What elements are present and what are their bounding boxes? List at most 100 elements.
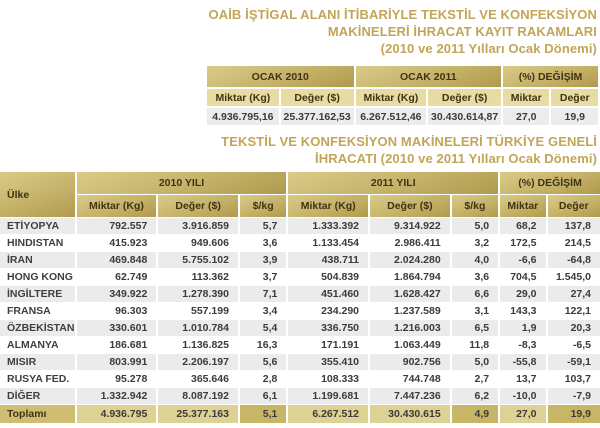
country-group-header-row: Ülke 2010 YILI 2011 YILI (%) DEĞİŞİM: [0, 172, 600, 217]
cell-value: 365.646: [158, 371, 238, 387]
table-row: İNGİLTERE 349.922 1.278.390 7,1 451.460 …: [0, 286, 600, 302]
title-subtitle: (2010 ve 2011 Yılları Ocak Dönemi): [380, 41, 597, 56]
table-row: MISIR 803.991 2.206.197 5,6 355.410 902.…: [0, 354, 600, 370]
cell-value: 62.749: [76, 269, 157, 285]
summary-value-row: 4.936.795,16 25.377.162,53 6.267.512,46 …: [207, 108, 598, 125]
cell-value: -7,9: [547, 388, 600, 404]
cell-value: 96.303: [76, 303, 157, 319]
cell-value: 5,7: [239, 218, 287, 234]
cell-value: -8,3: [500, 337, 546, 353]
cell-value: 3,9: [239, 252, 287, 268]
country-cell: HONG KONG: [0, 269, 75, 285]
group-header-2010-yili: 2010 YILI: [76, 172, 287, 194]
sub-header-miktar-2011: Miktar (Kg): [355, 89, 427, 106]
summary-group-header-row: OCAK 2010 OCAK 2011 (%) DEĞİŞİM: [207, 66, 598, 87]
cell-value: 137,8: [547, 218, 600, 234]
group-header-2011-yili: 2011 YILI: [288, 172, 499, 194]
cell-value: 122,1: [547, 303, 600, 319]
cell-value: 1.332.942: [76, 388, 157, 404]
cell-value: 5,4: [239, 320, 287, 336]
cell-value: 1.133.454: [288, 235, 369, 251]
summary-deger-degisim: 19,9: [551, 108, 598, 125]
cell-value: 1.136.825: [158, 337, 238, 353]
group-header-degisim: (%) DEĞİŞİM: [500, 172, 600, 194]
cell-value: 6,2: [451, 388, 499, 404]
cell-value: 16,3: [239, 337, 287, 353]
cell-value: 949.606: [158, 235, 238, 251]
column-header-ulke: Ülke: [0, 172, 75, 217]
cell-value: 2.206.197: [158, 354, 238, 370]
table-row: DİĞER 1.332.942 8.087.192 6,1 1.199.681 …: [0, 388, 600, 404]
table-row: HINDISTAN 415.923 949.606 3,6 1.133.454 …: [0, 235, 600, 251]
country-export-table: Ülke 2010 YILI 2011 YILI (%) DEĞİŞİM Mik…: [0, 171, 600, 424]
cell-value: 234.290: [288, 303, 369, 319]
report-title-turkiye-geneli: TEKSTİL VE KONFEKSİYON MAKİNELERİ TÜRKİY…: [221, 133, 597, 167]
sub-header-miktar-2011: Miktar (Kg): [288, 195, 369, 217]
cell-value: 113.362: [158, 269, 238, 285]
summary-table: OCAK 2010 OCAK 2011 (%) DEĞİŞİM Miktar (…: [205, 64, 600, 127]
cell-value: 1.628.427: [370, 286, 450, 302]
cell-value: 4,0: [451, 252, 499, 268]
cell-value: 186.681: [76, 337, 157, 353]
summary-miktar-2011: 6.267.512,46: [355, 108, 427, 125]
cell-value: 29,0: [500, 286, 546, 302]
cell-value: 20,3: [547, 320, 600, 336]
cell-value: 3.916.859: [158, 218, 238, 234]
title-line: İHRACATI (2010 ve 2011 Yılları Ocak Döne…: [315, 151, 597, 166]
sub-header-deger-2011: Değer ($): [428, 89, 501, 106]
cell-value: 803.991: [76, 354, 157, 370]
total-label: Toplamı: [0, 405, 75, 423]
cell-value: 2.024.280: [370, 252, 450, 268]
cell-value: 355.410: [288, 354, 369, 370]
cell-value: 103,7: [547, 371, 600, 387]
country-cell: İNGİLTERE: [0, 286, 75, 302]
sub-header-dolar-kg-2010: $/kg: [239, 195, 287, 217]
cell-value: 95.278: [76, 371, 157, 387]
cell-value: 6,6: [451, 286, 499, 302]
sub-header-deger-degisim: Değer: [551, 89, 598, 106]
cell-value: 557.199: [158, 303, 238, 319]
cell-value: 336.750: [288, 320, 369, 336]
country-cell: ETİYOPYA: [0, 218, 75, 234]
cell-value: 415.923: [76, 235, 157, 251]
cell-value: 143,3: [500, 303, 546, 319]
total-value: 4.936.795: [76, 405, 157, 423]
cell-value: 1.199.681: [288, 388, 369, 404]
cell-value: 27,4: [547, 286, 600, 302]
total-value: 5,1: [239, 405, 287, 423]
sub-header-miktar-2010: Miktar (Kg): [207, 89, 279, 106]
cell-value: 1.237.589: [370, 303, 450, 319]
total-value: 27,0: [500, 405, 546, 423]
cell-value: 1.864.794: [370, 269, 450, 285]
cell-value: 438.711: [288, 252, 369, 268]
sub-header-deger-2011: Değer ($): [370, 195, 450, 217]
cell-value: 3,4: [239, 303, 287, 319]
cell-value: 3,1: [451, 303, 499, 319]
cell-value: 3,7: [239, 269, 287, 285]
total-value: 30.430.615: [370, 405, 450, 423]
sub-header-dolar-kg-2011: $/kg: [451, 195, 499, 217]
country-cell: MISIR: [0, 354, 75, 370]
total-value: 25.377.163: [158, 405, 238, 423]
sub-header-miktar-degisim: Miktar: [503, 89, 550, 106]
country-cell: ÖZBEKİSTAN: [0, 320, 75, 336]
cell-value: 5,0: [451, 354, 499, 370]
cell-value: 5.755.102: [158, 252, 238, 268]
cell-value: 1.216.003: [370, 320, 450, 336]
country-cell: ALMANYA: [0, 337, 75, 353]
country-sub-header-row: Miktar (Kg) Değer ($) $/kg Miktar (Kg) D…: [0, 195, 600, 217]
cell-value: 171.191: [288, 337, 369, 353]
table-row: FRANSA 96.303 557.199 3,4 234.290 1.237.…: [0, 303, 600, 319]
cell-value: 1,9: [500, 320, 546, 336]
summary-deger-2010: 25.377.162,53: [280, 108, 354, 125]
cell-value: -55,8: [500, 354, 546, 370]
title-line: OAİB İŞTİGAL ALANI İTİBARİYLE TEKSTİL VE…: [208, 7, 597, 22]
cell-value: 2,7: [451, 371, 499, 387]
cell-value: 13,7: [500, 371, 546, 387]
sub-header-miktar-2010: Miktar (Kg): [76, 195, 157, 217]
title-line: TEKSTİL VE KONFEKSİYON MAKİNELERİ TÜRKİY…: [221, 134, 597, 149]
summary-deger-2011: 30.430.614,87: [428, 108, 501, 125]
cell-value: 744.748: [370, 371, 450, 387]
cell-value: 7.447.236: [370, 388, 450, 404]
